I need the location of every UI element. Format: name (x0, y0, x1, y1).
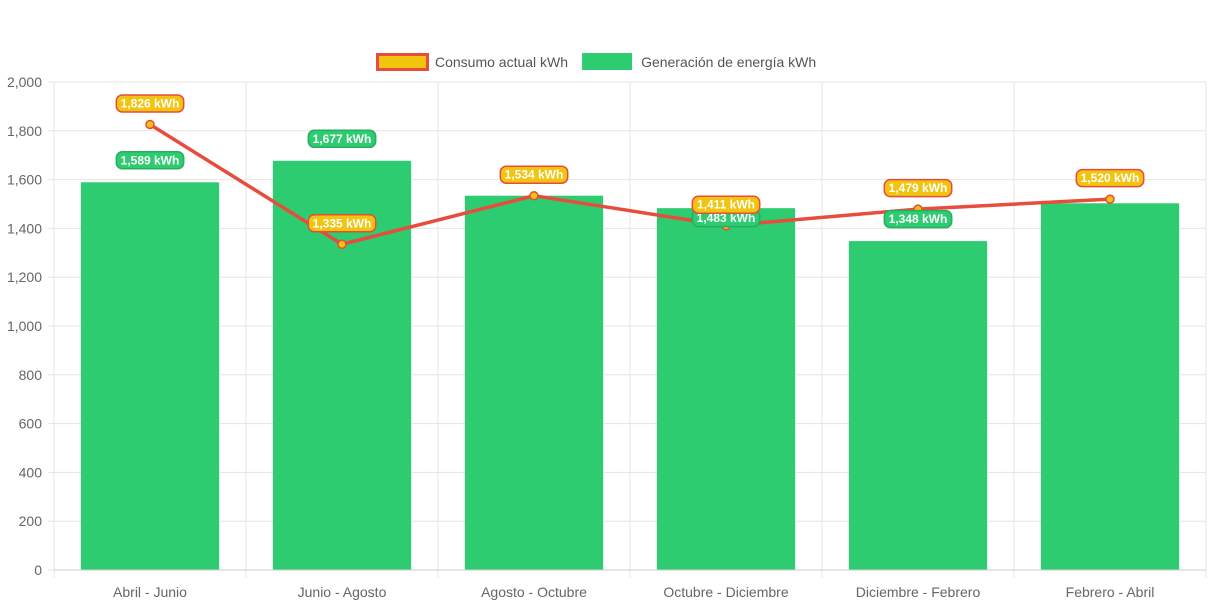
legend-item-generacion[interactable]: Generación de energía kWh (582, 53, 816, 70)
bar-data-label-bg (115, 151, 185, 170)
legend-label: Generación de energía kWh (641, 54, 816, 70)
line-data-label-bg (1075, 168, 1145, 188)
line-data-label-bg (115, 94, 185, 113)
bar-data-label-text: 1,483 kWh (697, 211, 756, 225)
line-data-label: 1,534 kWh (499, 165, 569, 184)
line-point[interactable] (529, 190, 539, 201)
bar[interactable] (80, 182, 220, 570)
line-data-label-text: 1,534 kWh (505, 168, 564, 182)
grid (48, 81, 1207, 578)
line-data-label: 1,411 kWh (691, 195, 761, 214)
bar-data-label-text: 1,677 kWh (313, 132, 372, 146)
y-tick-label: 1,600 (7, 172, 42, 188)
bar[interactable] (848, 241, 988, 570)
x-tick-label: Junio - Agosto (298, 584, 387, 600)
y-tick-label: 2,000 (7, 74, 42, 90)
bar-data-label-text: 1,348 kWh (889, 212, 948, 226)
legend-swatch (582, 53, 633, 70)
legend-swatch (376, 53, 429, 71)
x-tick-label: Diciembre - Febrero (856, 584, 981, 600)
line-data-label-text: 1,826 kWh (121, 96, 180, 110)
bar[interactable] (1040, 203, 1180, 570)
line-point[interactable] (337, 239, 347, 250)
axes: 0 200 400 600 800 1,000 1,200 1,400 1,600 1,800 2,… (7, 74, 1206, 600)
legend[interactable]: Consumo actual kWh Generación de energía … (376, 53, 817, 71)
bar-data-label-text: 1,589 kWh (121, 153, 180, 167)
y-tick-label: 200 (19, 513, 43, 529)
line-data-label: 1,479 kWh (883, 178, 953, 198)
y-tick-label: 1,000 (7, 318, 42, 334)
line-data-label-text: 1,479 kWh (889, 181, 948, 195)
line-data-label-bg (691, 195, 761, 214)
bar-series (80, 160, 1180, 571)
line-data-label-text: 1,411 kWh (697, 198, 755, 212)
bar-data-label: 1,677 kWh (307, 129, 377, 149)
line-data-label-bg (883, 178, 953, 198)
y-tick-label: 1,800 (7, 123, 42, 139)
line-data-label: 1,520 kWh (1075, 168, 1145, 188)
y-tick-label: 0 (34, 562, 42, 578)
x-tick-label: Agosto - Octubre (481, 584, 587, 600)
bar[interactable] (656, 208, 796, 570)
line-point[interactable] (1105, 194, 1115, 204)
data-labels: 1,589 kWh 1,677 kWh 1,483 kWh 1,348 kWh 1,82… (115, 94, 1145, 233)
y-tick-label: 600 (19, 416, 43, 432)
line-data-label-bg (307, 214, 377, 233)
line-data-label: 1,826 kWh (115, 94, 185, 113)
bar-data-label: 1,589 kWh (115, 151, 185, 170)
x-tick-label: Febrero - Abril (1066, 584, 1155, 600)
bar[interactable] (464, 195, 604, 571)
y-tick-label: 1,400 (7, 220, 42, 236)
legend-label: Consumo actual kWh (435, 54, 568, 70)
bar-data-label-bg (883, 209, 953, 229)
line-data-label-text: 1,335 kWh (313, 216, 372, 230)
x-tick-label: Octubre - Diciembre (663, 584, 788, 600)
bar-data-label-bg (307, 129, 377, 149)
y-tick-label: 400 (19, 464, 43, 480)
line-data-label-text: 1,520 kWh (1081, 171, 1140, 185)
line-data-label-bg (499, 165, 569, 184)
line-data-label: 1,335 kWh (307, 214, 377, 233)
bar-data-label: 1,348 kWh (883, 209, 953, 229)
y-tick-label: 1,200 (7, 269, 42, 285)
legend-item-consumo[interactable]: Consumo actual kWh (376, 53, 569, 71)
line-point[interactable] (145, 119, 155, 130)
x-tick-label: Abril - Junio (113, 584, 187, 600)
y-tick-label: 800 (19, 367, 43, 383)
